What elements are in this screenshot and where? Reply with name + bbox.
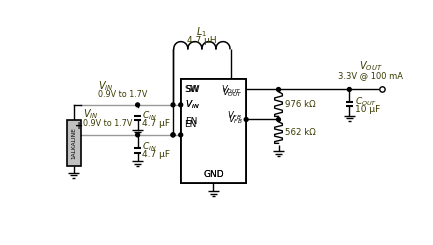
Circle shape bbox=[171, 133, 175, 137]
Text: 0.9V to 1.7V: 0.9V to 1.7V bbox=[83, 119, 132, 128]
Text: $V_{IN}$: $V_{IN}$ bbox=[185, 98, 200, 111]
Text: $C_{OUT}$: $C_{OUT}$ bbox=[355, 96, 377, 108]
Text: EN: EN bbox=[185, 117, 198, 126]
Text: SW: SW bbox=[185, 85, 200, 94]
Text: 4.7 μF: 4.7 μF bbox=[142, 119, 170, 128]
Text: 0.9V to 1.7V: 0.9V to 1.7V bbox=[97, 90, 147, 99]
Text: $C_{IN}$: $C_{IN}$ bbox=[142, 140, 157, 153]
Text: 4.7 μF: 4.7 μF bbox=[142, 150, 170, 159]
Text: $C_{IN}$: $C_{IN}$ bbox=[142, 109, 157, 122]
Text: 3.3V @ 100 mA: 3.3V @ 100 mA bbox=[339, 71, 404, 80]
Text: $V_{IN}$: $V_{IN}$ bbox=[184, 98, 199, 111]
Text: 976 kΩ: 976 kΩ bbox=[284, 99, 315, 109]
Circle shape bbox=[136, 133, 139, 137]
Text: 562 kΩ: 562 kΩ bbox=[284, 128, 315, 137]
Text: $V_{OUT}$: $V_{OUT}$ bbox=[359, 59, 383, 73]
Circle shape bbox=[347, 87, 351, 91]
Bar bbox=[181, 79, 246, 184]
Text: GND: GND bbox=[203, 170, 224, 179]
Text: 1ALKALINE: 1ALKALINE bbox=[71, 127, 76, 159]
Circle shape bbox=[179, 103, 183, 107]
Text: $V_{OUT}$: $V_{OUT}$ bbox=[221, 83, 242, 96]
Text: 4.7 μH: 4.7 μH bbox=[187, 36, 216, 45]
Circle shape bbox=[136, 103, 139, 107]
Text: $V_{IN}$: $V_{IN}$ bbox=[97, 79, 113, 93]
Text: $L_1$: $L_1$ bbox=[197, 25, 207, 39]
Text: SW: SW bbox=[184, 85, 199, 94]
Text: $V_{IN}$: $V_{IN}$ bbox=[83, 107, 98, 121]
Text: +: + bbox=[75, 121, 83, 131]
Text: $V_{FB}$: $V_{FB}$ bbox=[227, 109, 242, 122]
Text: $V_{FB}$: $V_{FB}$ bbox=[228, 113, 242, 126]
Text: GND: GND bbox=[203, 170, 224, 179]
Text: $V_{OUT}$: $V_{OUT}$ bbox=[222, 86, 242, 99]
Text: EN: EN bbox=[184, 120, 197, 129]
Circle shape bbox=[380, 87, 385, 92]
Circle shape bbox=[277, 118, 281, 122]
Circle shape bbox=[171, 133, 175, 137]
Bar bbox=[67, 120, 81, 166]
Bar bbox=[181, 79, 246, 184]
Circle shape bbox=[171, 103, 175, 107]
Circle shape bbox=[277, 87, 281, 91]
Circle shape bbox=[244, 118, 248, 122]
Text: 10 μF: 10 μF bbox=[355, 105, 380, 114]
Circle shape bbox=[179, 133, 183, 137]
